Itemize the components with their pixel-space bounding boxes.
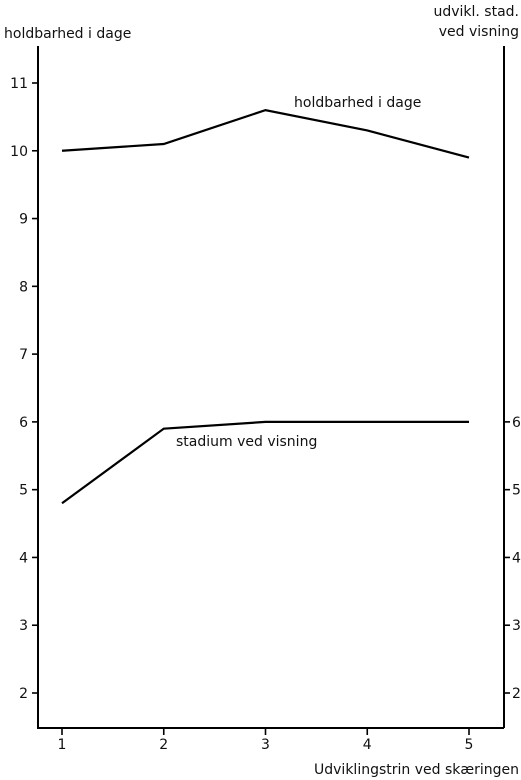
right-y-tick-label: 5 xyxy=(512,483,521,499)
right-axis-label-line-2: ved visning xyxy=(439,24,519,40)
right-axis-label-line-1: udvikl. stad. xyxy=(433,4,519,20)
left-y-tick-label: 9 xyxy=(19,212,28,228)
series-lines xyxy=(61,108,470,505)
x-axis-label: Udviklingstrin ved skæringen xyxy=(314,762,519,778)
right-y-tick-label: 3 xyxy=(512,618,521,634)
right-y-tick-label: 2 xyxy=(512,686,521,702)
tick-marks xyxy=(32,82,510,735)
left-y-tick-label: 8 xyxy=(19,279,28,295)
left-y-tick-label: 4 xyxy=(19,550,28,566)
x-tick-label: 1 xyxy=(58,737,67,753)
right-y-tick-label: 6 xyxy=(512,415,521,431)
series-label-stadium: stadium ved visning xyxy=(176,434,317,450)
left-y-tick-label: 11 xyxy=(10,76,28,92)
series-line-2 xyxy=(61,420,469,505)
chart-axes xyxy=(37,46,505,729)
left-y-tick-label: 7 xyxy=(19,347,28,363)
left-axis-label: holdbarhed i dage xyxy=(4,26,131,42)
x-tick-label: 4 xyxy=(363,737,372,753)
left-y-tick-label: 3 xyxy=(19,618,28,634)
series-line-1 xyxy=(61,108,470,159)
left-y-tick-label: 2 xyxy=(19,686,28,702)
plot-frame-left-bottom xyxy=(37,46,504,729)
x-tick-label: 2 xyxy=(159,737,168,753)
left-y-tick-label: 5 xyxy=(19,483,28,499)
series-label-holdbarhed: holdbarhed i dage xyxy=(294,95,421,111)
right-y-tick-label: 4 xyxy=(512,550,521,566)
left-y-tick-label: 6 xyxy=(19,415,28,431)
left-y-tick-label: 10 xyxy=(10,144,28,160)
x-tick-label: 5 xyxy=(465,737,474,753)
tick-labels: 2 3 4 5 6 7 8 9 10 11 2 3 4 5 6 1 2 3 4 5 xyxy=(10,76,521,753)
x-tick-label: 3 xyxy=(261,737,270,753)
